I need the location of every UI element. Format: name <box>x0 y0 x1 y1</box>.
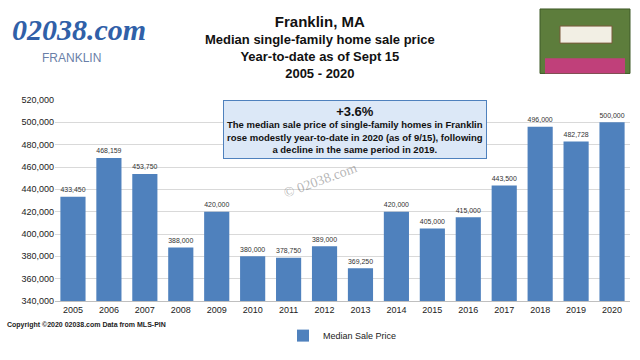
svg-text:2016: 2016 <box>458 305 478 315</box>
svg-text:2008: 2008 <box>171 305 191 315</box>
svg-text:482,728: 482,728 <box>564 131 589 138</box>
svg-text:378,750: 378,750 <box>276 247 301 254</box>
svg-text:Franklin, MAMedian single-fami: Franklin, MAMedian single-family home sa… <box>205 13 435 81</box>
svg-text:415,000: 415,000 <box>456 207 481 214</box>
svg-text:360,000: 360,000 <box>21 274 54 284</box>
svg-text:380,000: 380,000 <box>21 251 54 261</box>
svg-text:380,000: 380,000 <box>240 246 265 253</box>
svg-text:2017: 2017 <box>494 305 514 315</box>
svg-text:520,000: 520,000 <box>21 95 54 105</box>
svg-text:2014: 2014 <box>386 305 406 315</box>
svg-text:2018: 2018 <box>530 305 550 315</box>
svg-text:480,000: 480,000 <box>21 140 54 150</box>
svg-text:2006: 2006 <box>99 305 119 315</box>
svg-text:420,000: 420,000 <box>384 201 409 208</box>
svg-text:400,000: 400,000 <box>21 229 54 239</box>
svg-text:453,750: 453,750 <box>132 163 157 170</box>
svg-text:460,000: 460,000 <box>21 162 54 172</box>
svg-text:2009: 2009 <box>207 305 227 315</box>
svg-text:2011: 2011 <box>279 305 298 315</box>
svg-text:340,000: 340,000 <box>21 296 54 306</box>
svg-text:433,450: 433,450 <box>60 186 85 193</box>
svg-text:389,000: 389,000 <box>312 236 337 243</box>
svg-text:02038.com: 02038.com <box>12 13 146 46</box>
svg-text:468,159: 468,159 <box>96 147 121 154</box>
svg-text:420,000: 420,000 <box>204 201 229 208</box>
svg-text:2015: 2015 <box>422 305 442 315</box>
svg-text:Copyright ©2020 02038.com Data: Copyright ©2020 02038.com Data from MLS-… <box>7 321 166 329</box>
svg-text:500,000: 500,000 <box>21 117 54 127</box>
svg-text:369,250: 369,250 <box>348 258 373 265</box>
svg-text:FRANKLIN: FRANKLIN <box>42 51 101 65</box>
svg-text:440,000: 440,000 <box>21 184 54 194</box>
svg-text:2013: 2013 <box>350 305 370 315</box>
svg-text:388,000: 388,000 <box>168 237 193 244</box>
svg-text:2012: 2012 <box>315 305 335 315</box>
svg-text:500,000: 500,000 <box>599 112 624 119</box>
svg-text:2019: 2019 <box>566 305 586 315</box>
svg-text:2010: 2010 <box>243 305 263 315</box>
svg-text:Median Sale Price: Median Sale Price <box>323 331 396 341</box>
svg-text:2007: 2007 <box>135 305 155 315</box>
svg-text:© 02038.com: © 02038.com <box>282 160 359 200</box>
svg-text:420,000: 420,000 <box>21 207 54 217</box>
svg-text:2005: 2005 <box>63 305 83 315</box>
svg-text:443,500: 443,500 <box>492 175 517 182</box>
svg-text:405,000: 405,000 <box>420 218 445 225</box>
svg-text:+3.6%The median sale price of: +3.6%The median sale price of single-fam… <box>227 104 483 155</box>
svg-text:496,000: 496,000 <box>528 116 553 123</box>
svg-text:2020: 2020 <box>602 305 622 315</box>
